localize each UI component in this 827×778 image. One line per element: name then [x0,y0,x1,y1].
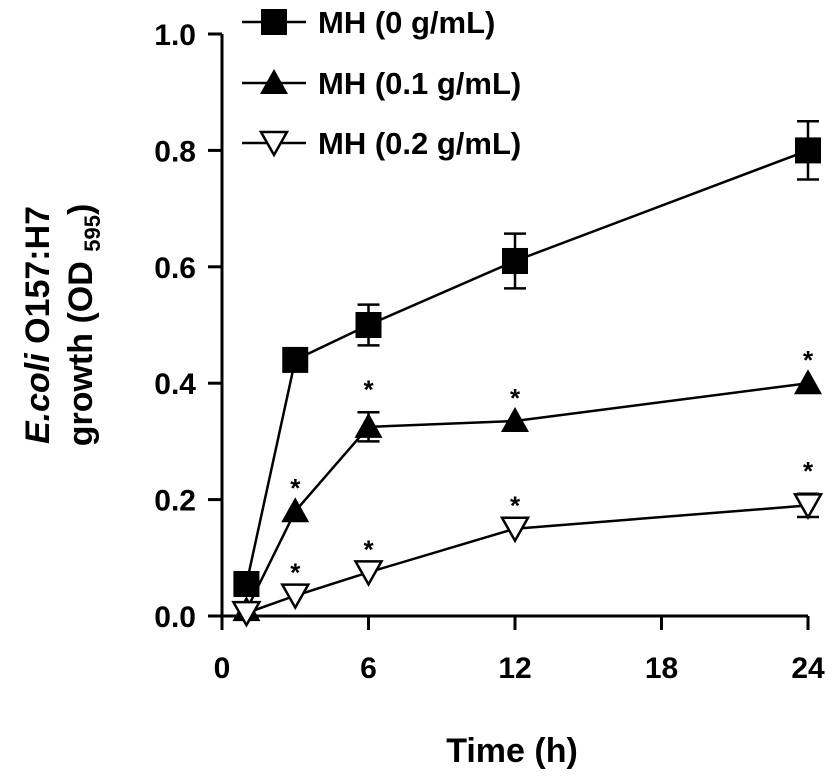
y-tick-label: 0.6 [154,252,196,285]
data-point [280,583,311,611]
legend-label: MH (0.1 g/mL) [318,66,521,101]
significance-star: * [363,374,374,404]
axes: 0 6 12 18 24 0.0 0.2 0.4 0.6 0.8 1.0 [154,19,825,685]
data-point [794,369,822,395]
series-3: * * * * [231,456,824,628]
data-point [792,493,824,520]
significance-star: * [803,456,814,486]
y-axis-title-strain: O157:H7 [19,206,57,353]
y-axis-title-subscript: 595 [80,215,105,252]
y-axis-title-line1: E.coli O157:H7 [19,206,57,444]
significance-star: * [290,558,301,588]
x-tick-label: 12 [498,652,531,685]
data-point [499,516,531,544]
legend-marker [261,9,287,35]
legend-marker [258,130,290,158]
legend-marker [260,69,288,94]
legend-label: MH (0.2 g/mL) [318,126,521,161]
y-axis-title-line2: growth (OD 595) [62,204,105,447]
data-point [281,497,310,523]
legend-entry-1: MH (0 g/mL) [242,5,495,40]
legend-label: MH (0 g/mL) [318,5,495,40]
legend: MH (0 g/mL) MH (0.1 g/mL) MH (0.2 g/mL) [242,5,521,161]
x-tick-label: 18 [645,652,678,685]
x-tick-label: 6 [360,652,377,685]
y-tick-label: 0.4 [154,368,196,401]
legend-entry-2: MH (0.1 g/mL) [242,66,521,101]
significance-star: * [510,383,521,413]
data-point [502,247,528,274]
y-axis-title-growth: growth (OD [62,252,100,447]
significance-star: * [290,473,301,503]
data-point [231,600,262,628]
data-point [795,137,821,164]
y-axis-title-italic: E.coli [19,352,57,444]
y-tick-label: 1.0 [154,19,196,52]
x-axis-title: Time (h) [446,732,578,770]
data-point [354,412,383,438]
data-point [501,407,529,433]
y-tick-label: 0.0 [154,601,196,634]
legend-entry-3: MH (0.2 g/mL) [242,126,521,161]
series-layer: * * * * * * * * [231,120,824,628]
series-line [245,381,809,611]
data-point [282,346,309,373]
series-1 [233,120,821,597]
series-2: * * * * [232,345,822,622]
significance-star: * [803,345,814,375]
x-tick-label: 24 [791,652,825,685]
significance-star: * [363,534,374,564]
x-tick-label: 0 [214,652,231,685]
y-tick-label: 0.2 [154,485,196,518]
significance-star: * [510,491,521,521]
data-point [355,312,382,338]
y-axis-title-close-paren: ) [62,204,100,215]
y-tick-label: 0.8 [154,135,196,168]
data-point [353,560,384,587]
